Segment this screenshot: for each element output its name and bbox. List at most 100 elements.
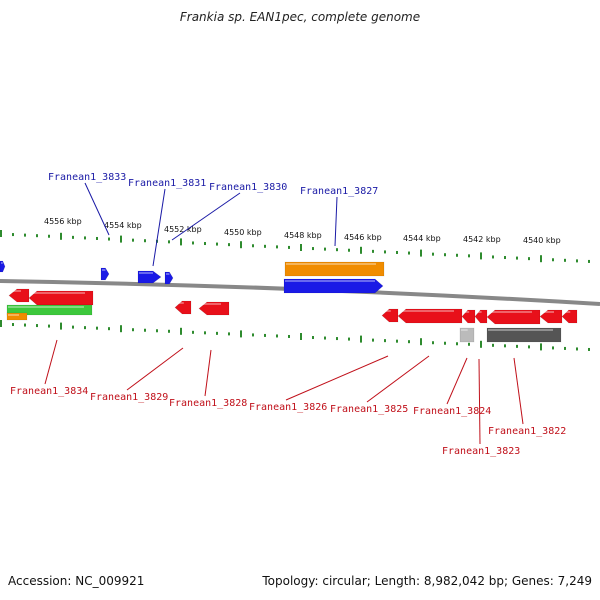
genome-summary: Topology: circular; Length: 8,982,042 bp… [262,574,592,588]
scale-label: 4550 kbp [224,228,262,237]
gene-arrow-highlight [102,269,106,271]
minor-tick [312,247,314,251]
minor-tick [432,341,434,345]
minor-tick [204,331,206,335]
gene-label-bottom: Franean1_3828 [169,398,247,409]
gene-label-bottom: Franean1_3823 [442,446,520,457]
minor-tick [96,326,98,330]
minor-tick [348,337,350,341]
gene-label-top: Franean1_3831 [128,178,206,189]
minor-tick [48,234,50,238]
gene-arrow-highlight [285,280,375,282]
minor-tick [468,342,470,346]
major-tick [360,335,362,343]
major-tick [60,322,62,330]
label-leader [334,196,338,247]
minor-tick [216,242,218,246]
gene-label-bottom: Franean1_3824 [413,406,491,417]
gene-arrow-highlight [139,272,153,274]
minor-tick [228,332,230,336]
gene-box-highlight [286,263,376,265]
label-leader [84,182,110,236]
gene-arrow [137,270,162,284]
gene-arrow-highlight [488,311,532,313]
major-tick [60,232,62,240]
minor-tick [228,243,230,247]
minor-tick [564,258,566,262]
minor-tick [396,339,398,343]
gene-box-highlight [8,306,84,308]
minor-tick [444,341,446,345]
gene-arrow [28,290,94,306]
minor-tick [72,235,74,239]
gene-arrow-highlight [166,273,170,275]
gene-arrow [0,260,6,273]
gene-arrow-highlight [563,311,571,313]
minor-tick [276,245,278,249]
minor-tick [36,324,38,328]
major-tick [240,241,242,249]
gene-label-top: Franean1_3830 [209,182,287,193]
minor-tick [168,329,170,333]
major-tick [0,230,2,237]
gene-arrow [474,309,488,324]
accession-text: Accession: NC_009921 [8,574,145,588]
gene-label-bottom: Franean1_3826 [249,402,327,413]
outer-tick-ring [0,230,590,263]
gene-arrow [461,309,476,324]
gene-label-bottom: Franean1_3829 [90,392,168,403]
major-tick [300,244,302,251]
inner-tick-ring [0,320,590,351]
major-tick [480,340,482,348]
minor-tick [312,336,314,340]
minor-tick [576,347,578,351]
major-tick [180,327,182,335]
minor-tick [336,248,338,252]
minor-tick [348,248,350,252]
gene-label-bottom: Franean1_3825 [330,404,408,415]
scale-label: 4552 kbp [164,225,202,234]
major-tick [480,252,482,260]
gene-arrow-highlight [399,310,454,312]
minor-tick [144,239,146,243]
gene-box [486,327,562,343]
minor-tick [432,252,434,256]
minor-tick [24,233,26,237]
minor-tick [516,256,518,260]
minor-tick [288,245,290,249]
minor-tick [492,343,494,347]
minor-tick [264,244,266,248]
major-tick [300,333,302,340]
label-leader [152,188,166,267]
minor-tick [468,254,470,258]
label-leaders [44,182,524,445]
gene-arrow [561,309,578,324]
gene-box [284,261,385,277]
gene-arrow [397,308,463,324]
gene-label-top: Franean1_3827 [300,186,378,197]
gene-box [6,312,28,321]
minor-tick [324,247,326,251]
minor-tick [384,250,386,254]
minor-tick [396,250,398,254]
major-tick [120,235,122,243]
minor-tick [168,240,170,244]
gene-arrow-highlight [383,310,391,312]
gene-arrow [539,309,563,324]
minor-tick [12,233,14,237]
major-tick [420,249,422,257]
major-tick [540,255,542,263]
minor-tick [444,253,446,257]
minor-tick [84,326,86,330]
gene-arrow [8,288,30,303]
gene-box [459,327,475,343]
gene-label-top: Franean1_3833 [48,172,126,183]
gene-arrow [381,308,399,323]
label-leader [478,358,481,445]
gene-arrow-highlight [463,311,470,313]
gene-box-highlight [8,314,19,316]
gene-arrow [174,300,192,315]
gene-arrow [283,278,384,294]
